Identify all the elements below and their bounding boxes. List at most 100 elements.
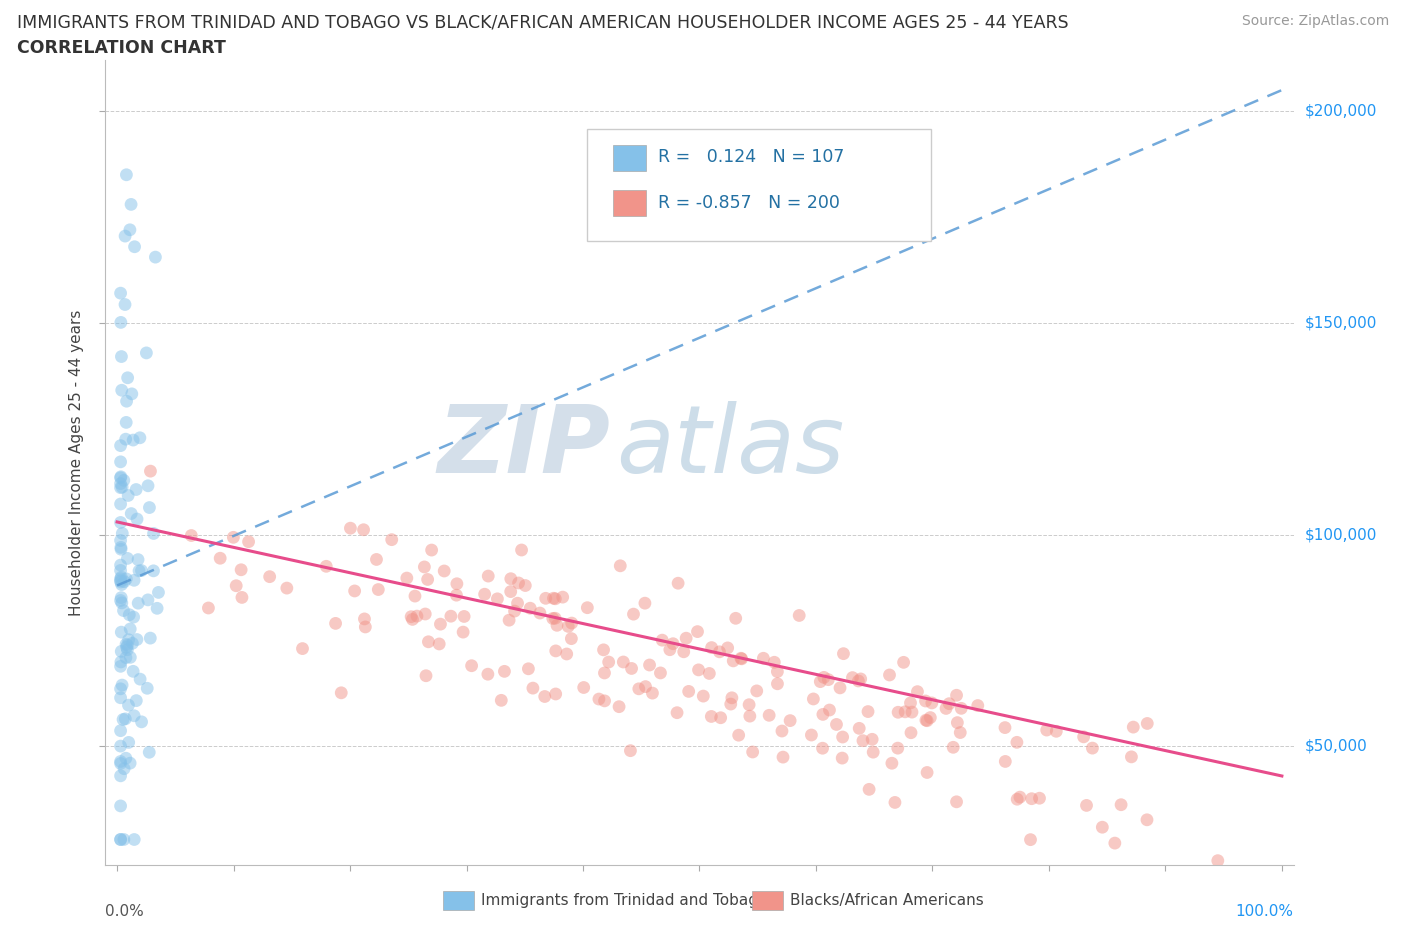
Point (672, 644, 695, 659)
Point (803, 692, 825, 707)
Point (110, 515, 132, 530)
Point (1005, 791, 1028, 806)
Point (817, 672, 839, 687)
Point (758, 708, 780, 723)
Point (544, 686, 567, 701)
Point (110, 563, 132, 578)
Point (366, 552, 388, 567)
Point (413, 606, 436, 621)
Point (118, 735, 141, 750)
Point (111, 595, 134, 610)
Point (115, 650, 138, 665)
Point (1136, 716, 1159, 731)
Point (125, 482, 148, 497)
Point (111, 526, 134, 541)
Point (884, 795, 907, 810)
Point (588, 692, 610, 707)
Point (415, 669, 437, 684)
Point (499, 584, 522, 599)
Point (486, 591, 509, 606)
Point (121, 387, 143, 402)
Text: $200,000: $200,000 (1305, 104, 1376, 119)
Point (675, 631, 697, 645)
Point (1136, 813, 1159, 828)
Point (831, 730, 853, 745)
Point (724, 611, 747, 626)
Point (110, 832, 132, 847)
Point (131, 714, 153, 729)
Point (1005, 735, 1028, 750)
Point (110, 470, 132, 485)
Point (576, 600, 599, 615)
Point (828, 681, 851, 696)
Point (612, 655, 634, 670)
Point (125, 693, 148, 708)
Point (900, 725, 922, 740)
Point (136, 478, 159, 493)
Point (650, 666, 672, 681)
Point (506, 596, 529, 611)
Point (111, 383, 134, 398)
Point (180, 528, 202, 543)
Point (115, 415, 138, 430)
Point (1091, 819, 1114, 834)
Point (225, 578, 247, 593)
Point (120, 621, 142, 636)
Point (440, 609, 463, 624)
Point (111, 480, 134, 495)
Point (763, 655, 786, 670)
Point (738, 698, 761, 712)
Point (950, 701, 973, 716)
Point (920, 711, 942, 725)
Point (529, 605, 551, 620)
Point (856, 704, 879, 719)
Point (127, 596, 149, 611)
Point (544, 611, 567, 626)
Point (848, 673, 870, 688)
Point (720, 697, 742, 711)
Point (209, 551, 232, 565)
Point (849, 671, 872, 686)
Point (110, 480, 132, 495)
Point (561, 616, 583, 631)
Point (124, 239, 146, 254)
Point (503, 604, 526, 618)
Point (517, 661, 540, 676)
Point (127, 552, 149, 567)
Point (343, 583, 366, 598)
Point (120, 506, 142, 521)
Point (110, 644, 132, 658)
Point (291, 641, 314, 656)
Point (723, 654, 745, 669)
Point (686, 624, 709, 639)
Point (893, 655, 915, 670)
Point (609, 558, 631, 573)
Point (118, 607, 141, 622)
Point (110, 591, 132, 605)
Point (125, 632, 148, 647)
Point (945, 794, 967, 809)
Point (139, 631, 162, 645)
Point (110, 768, 132, 783)
Text: R = -0.857   N = 200: R = -0.857 N = 200 (658, 193, 839, 212)
Point (111, 678, 134, 693)
Point (499, 571, 522, 586)
Point (945, 688, 967, 703)
Point (477, 667, 499, 682)
Point (915, 713, 938, 728)
Point (619, 743, 641, 758)
Point (592, 643, 614, 658)
Point (572, 680, 595, 695)
Point (907, 684, 929, 699)
Point (122, 832, 145, 847)
Point (880, 756, 903, 771)
Point (1081, 740, 1104, 755)
Point (949, 725, 972, 740)
Point (138, 500, 160, 515)
Point (238, 534, 260, 549)
Point (860, 732, 883, 747)
Point (551, 590, 574, 604)
Point (560, 631, 582, 646)
Point (533, 689, 555, 704)
Point (110, 558, 132, 573)
